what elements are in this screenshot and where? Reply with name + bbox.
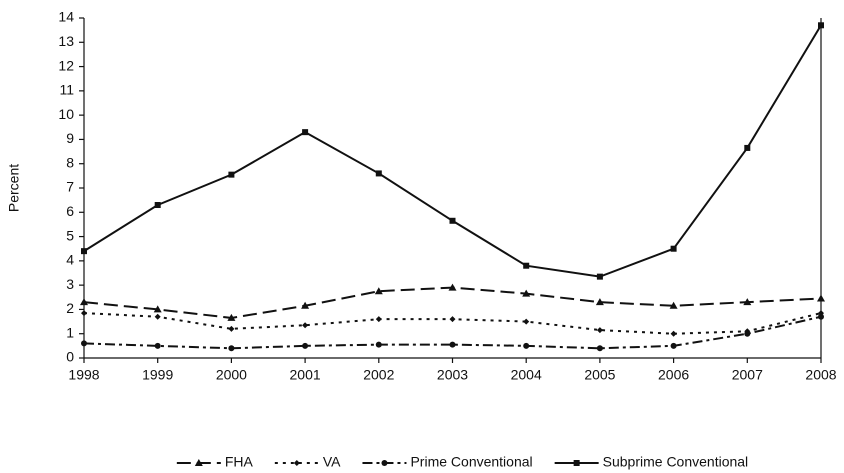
y-tick-label: 10 [58, 106, 74, 122]
y-axis-label: Percent [6, 164, 22, 212]
marker [302, 129, 309, 136]
marker [302, 342, 309, 349]
marker [448, 283, 457, 291]
marker [302, 322, 309, 329]
y-tick-label: 6 [66, 203, 74, 219]
x-tick-label: 2002 [363, 367, 394, 383]
y-tick-label: 12 [58, 57, 74, 73]
marker [670, 245, 677, 252]
x-tick-label: 2003 [437, 367, 468, 383]
marker [596, 273, 603, 280]
y-tick-label: 11 [59, 82, 74, 98]
marker [818, 313, 824, 320]
marker [81, 310, 87, 317]
marker [375, 341, 382, 348]
marker [523, 318, 530, 325]
y-tick-label: 3 [66, 276, 74, 292]
marker [596, 345, 603, 352]
marker [375, 170, 382, 177]
legend-label: VA [323, 454, 341, 470]
x-tick-label: 2001 [290, 367, 321, 383]
marker [595, 298, 604, 306]
marker [818, 22, 824, 29]
y-tick-label: 1 [66, 324, 74, 340]
marker [228, 345, 235, 352]
marker [154, 342, 161, 349]
x-tick-label: 2000 [216, 367, 247, 383]
series-line [83, 286, 822, 319]
marker [744, 330, 751, 337]
marker [523, 342, 530, 349]
marker [81, 248, 87, 255]
x-tick-label: 1998 [68, 367, 99, 383]
marker [375, 316, 382, 323]
marker [522, 289, 531, 297]
marker [573, 460, 580, 466]
marker [227, 313, 236, 321]
marker [301, 301, 310, 309]
marker [374, 287, 383, 295]
marker [228, 171, 235, 178]
marker [670, 342, 677, 349]
legend: FHA VA Prime Conventional Subprime Conventi… [176, 454, 749, 470]
marker [670, 330, 677, 337]
x-tick-label: 2008 [805, 367, 836, 383]
marker [596, 327, 603, 334]
y-tick-label: 5 [66, 227, 74, 243]
y-tick-label: 4 [66, 252, 74, 268]
marker [449, 217, 456, 224]
marker [153, 305, 162, 313]
y-tick-label: 8 [66, 154, 74, 170]
y-tick-label: 13 [58, 33, 74, 49]
marker [154, 313, 161, 320]
y-tick-label: 7 [66, 179, 74, 195]
marker [817, 294, 825, 302]
x-tick-label: 2007 [732, 367, 763, 383]
marker [381, 460, 388, 466]
series-line [83, 24, 822, 278]
legend-label: Subprime Conventional [603, 454, 749, 470]
marker [744, 144, 751, 151]
marker [669, 301, 678, 309]
legend-label: Prime Conventional [410, 454, 532, 470]
x-tick-label: 2006 [658, 367, 689, 383]
marker [293, 460, 300, 466]
x-tick-label: 1999 [142, 367, 173, 383]
y-tick-label: 2 [66, 300, 74, 316]
marker [228, 325, 235, 332]
marker [523, 262, 530, 269]
x-tick-label: 2004 [511, 367, 542, 383]
marker [154, 202, 161, 208]
marker [194, 459, 203, 466]
marker [743, 298, 752, 306]
marker [449, 316, 456, 323]
marker [81, 340, 87, 347]
legend-label: FHA [225, 454, 254, 470]
y-tick-label: 9 [66, 130, 74, 146]
marker [449, 341, 456, 348]
y-tick-label: 14 [58, 9, 74, 25]
x-tick-label: 2005 [584, 367, 615, 383]
y-tick-label: 0 [66, 349, 74, 365]
series-line [83, 315, 822, 350]
marker [80, 298, 88, 306]
